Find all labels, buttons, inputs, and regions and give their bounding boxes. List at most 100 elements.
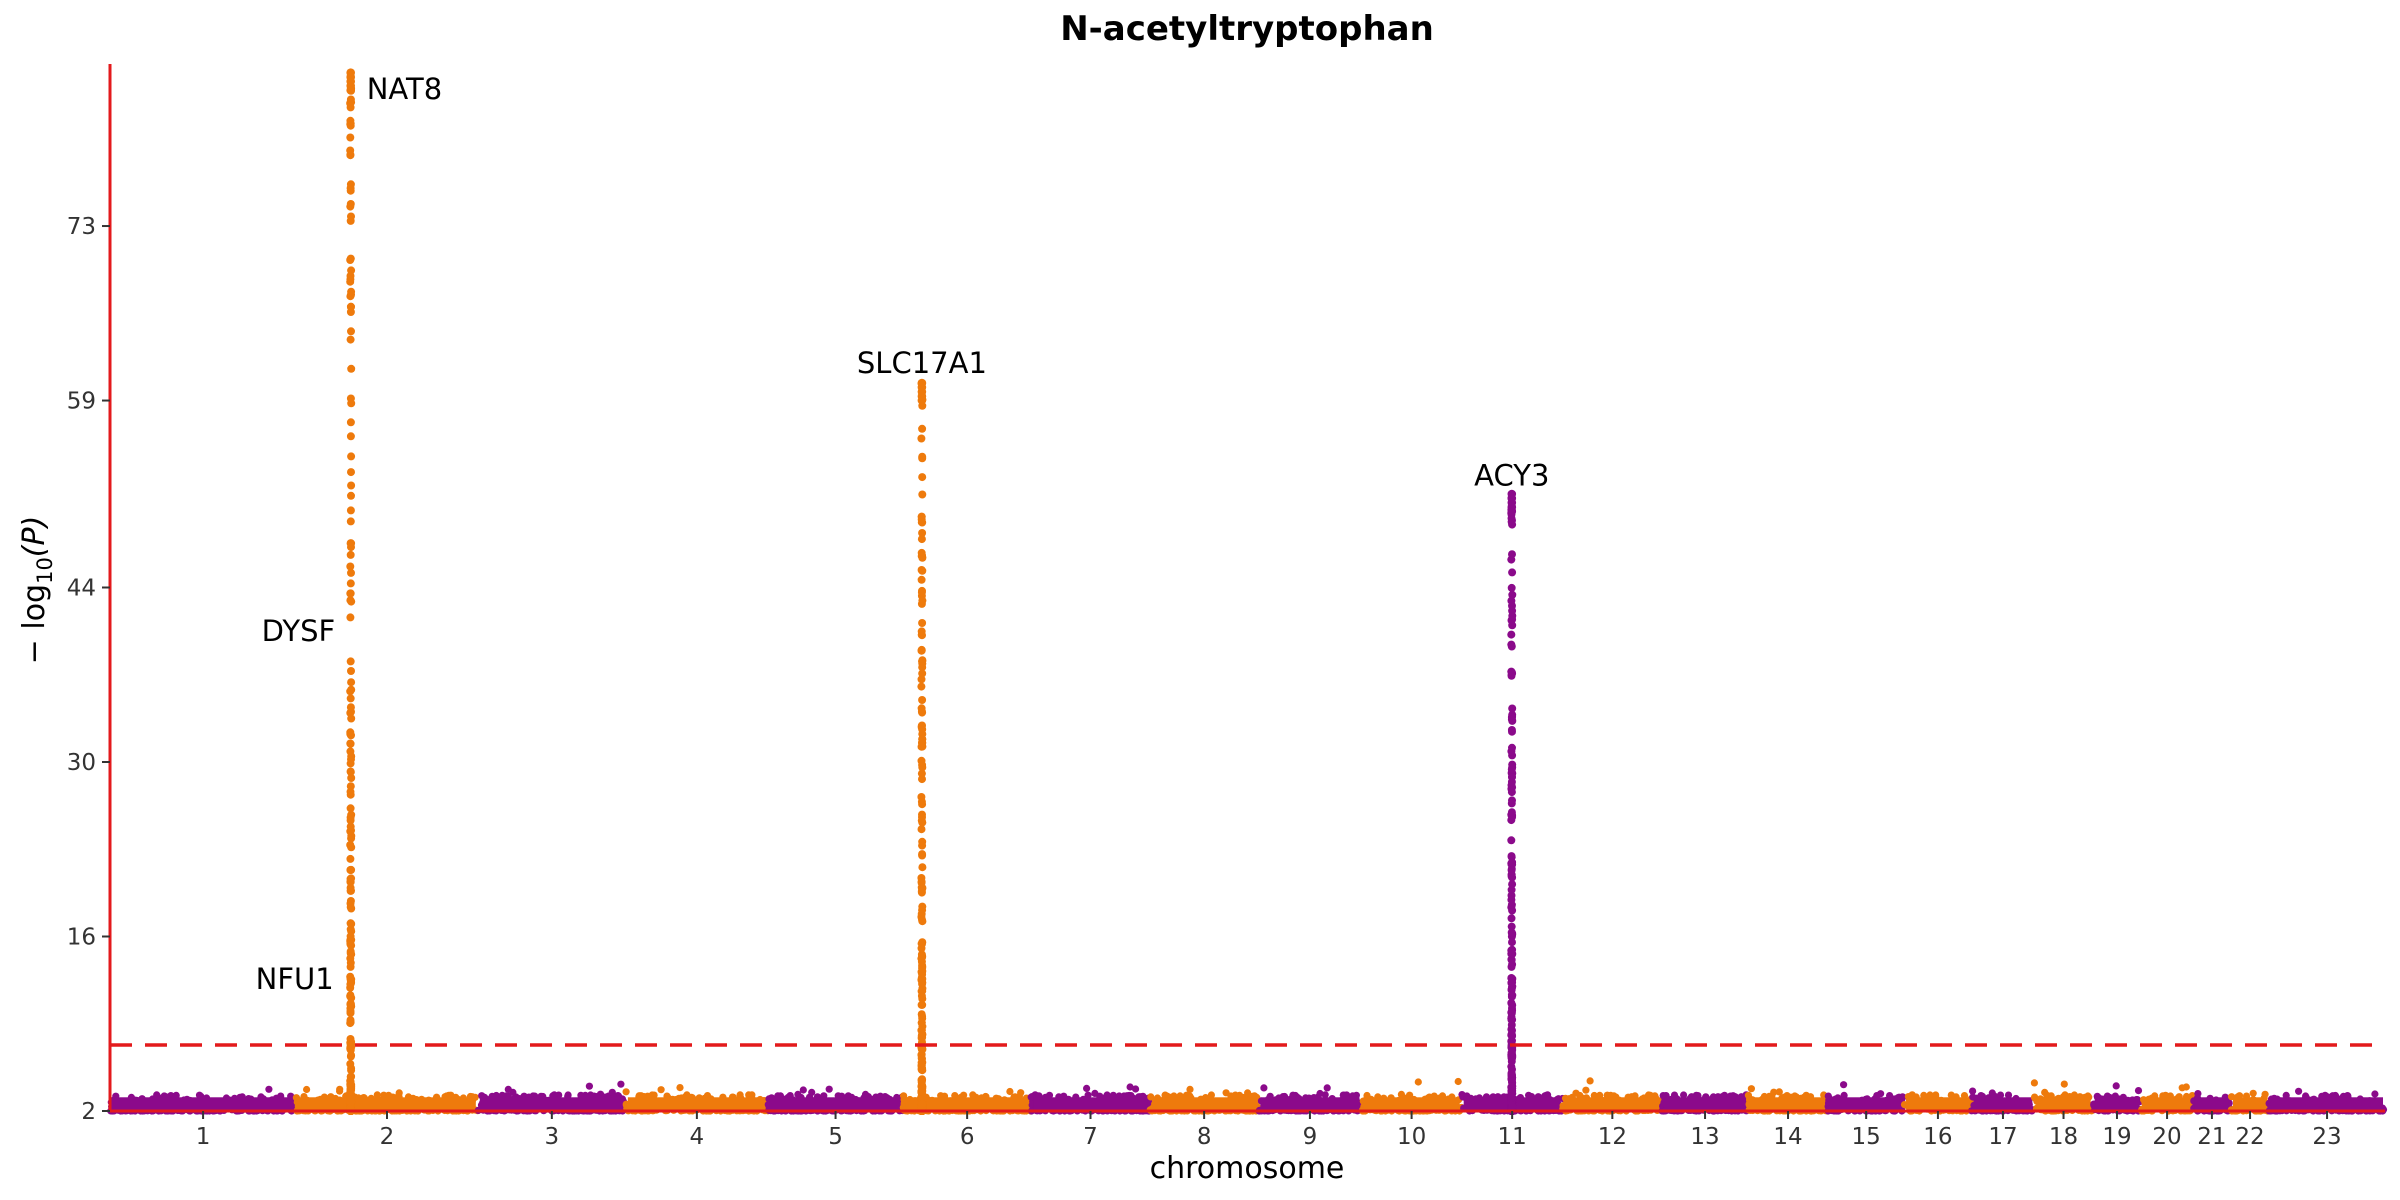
- snp-point: [917, 944, 926, 953]
- snp-point: [346, 119, 355, 128]
- snp-point: [1646, 1091, 1655, 1099]
- snp-point: [347, 667, 355, 675]
- snp-point: [346, 790, 355, 799]
- x-axis-title: chromosome: [1150, 1151, 1345, 1186]
- snp-point: [1323, 1084, 1331, 1092]
- snp-point: [918, 659, 927, 668]
- chromosome-14-points: [1744, 1085, 1832, 1115]
- x-tick-label: 10: [1397, 1124, 1426, 1150]
- x-tick-label: 2: [380, 1124, 395, 1150]
- snp-point: [1508, 669, 1517, 678]
- snp-point: [918, 813, 926, 822]
- snp-point: [346, 854, 355, 863]
- snp-point: [1680, 1091, 1688, 1099]
- snp-point: [1508, 568, 1517, 577]
- snp-point: [346, 865, 355, 874]
- x-tick-label: 4: [690, 1124, 705, 1150]
- snp-point: [1770, 1088, 1778, 1096]
- x-tick-label: 1: [196, 1124, 211, 1150]
- snp-point: [347, 707, 355, 716]
- snp-point: [346, 216, 355, 225]
- snp-point: [918, 763, 927, 772]
- snp-point: [1508, 550, 1516, 559]
- snp-point: [676, 1084, 684, 1092]
- snp-point: [347, 843, 356, 852]
- chromosome-10-points: [1358, 1077, 1465, 1115]
- snp-point: [1508, 1053, 1517, 1062]
- chromosome-19-baseline: [2094, 1097, 2140, 1111]
- snp-point: [1103, 1091, 1111, 1099]
- snp-point: [346, 432, 355, 441]
- snp-point: [346, 1044, 355, 1053]
- snp-point: [917, 967, 926, 976]
- chart-title: N-acetyltryptophan: [1060, 9, 1434, 49]
- snp-point: [347, 539, 356, 548]
- snp-point: [346, 506, 355, 515]
- snp-point: [346, 932, 355, 941]
- snp-point: [346, 202, 355, 211]
- snp-point: [346, 657, 355, 666]
- snp-point: [1508, 1046, 1517, 1054]
- snp-point: [1507, 1070, 1516, 1078]
- snp-point: [1507, 962, 1516, 971]
- snp-point: [1340, 1091, 1349, 1099]
- x-tick-label: 3: [545, 1124, 560, 1150]
- x-tick-label: 18: [2049, 1124, 2078, 1150]
- snp-point: [346, 759, 355, 768]
- snp-point: [917, 434, 926, 443]
- gene-label-ACY3: ACY3: [1474, 458, 1549, 492]
- x-tick-label: 11: [1498, 1124, 1527, 1150]
- x-tick-label: 8: [1197, 1124, 1212, 1150]
- snp-point: [1508, 611, 1517, 620]
- snp-point: [917, 825, 926, 834]
- y-tick-label: 59: [67, 389, 96, 415]
- snp-point: [2112, 1082, 2120, 1090]
- snp-point: [825, 1085, 833, 1093]
- snp-point: [1507, 885, 1516, 894]
- snp-point: [347, 834, 356, 843]
- x-tick-label: 22: [2235, 1124, 2264, 1150]
- snp-point: [1507, 596, 1516, 605]
- snp-point: [2295, 1087, 2303, 1095]
- snp-point: [347, 731, 355, 740]
- snp-point: [346, 277, 355, 286]
- chromosome-7-baseline: [1033, 1097, 1148, 1111]
- snp-point: [622, 1088, 630, 1096]
- snp-point: [346, 256, 355, 264]
- snp-point: [346, 613, 355, 622]
- chromosome-20-baseline: [2143, 1097, 2191, 1111]
- snp-point: [918, 518, 927, 527]
- snp-point: [917, 575, 926, 584]
- snp-point: [799, 1086, 807, 1094]
- chromosome-2-baseline: [298, 1097, 476, 1111]
- snp-point: [918, 529, 927, 537]
- snp-point: [1508, 950, 1517, 958]
- snp-point: [917, 682, 926, 691]
- snp-point: [1321, 1091, 1329, 1099]
- x-tick-label: 7: [1083, 1124, 1098, 1150]
- snp-point: [2249, 1089, 2257, 1097]
- chromosome-22-baseline: [2232, 1097, 2268, 1111]
- snp-point: [2261, 1090, 2269, 1098]
- snp-point: [1507, 816, 1516, 825]
- snp-point: [918, 742, 927, 751]
- snp-point: [585, 1082, 594, 1090]
- snp-point: [1508, 716, 1517, 725]
- snp-point: [564, 1091, 572, 1099]
- snp-point: [1670, 1091, 1679, 1099]
- snp-point: [969, 1091, 977, 1099]
- snp-point: [346, 1004, 355, 1013]
- snp-point: [265, 1085, 273, 1093]
- snp-point: [447, 1091, 455, 1099]
- snp-point: [153, 1091, 161, 1099]
- x-tick-label: 9: [1303, 1124, 1318, 1150]
- snp-point: [917, 1058, 926, 1067]
- snp-point: [346, 579, 355, 588]
- chromosome-23-baseline: [2271, 1097, 2383, 1111]
- snp-point: [346, 1019, 355, 1028]
- snp-point: [346, 394, 355, 403]
- snp-point: [346, 550, 355, 559]
- snp-point: [303, 1085, 311, 1094]
- snp-point: [347, 978, 356, 987]
